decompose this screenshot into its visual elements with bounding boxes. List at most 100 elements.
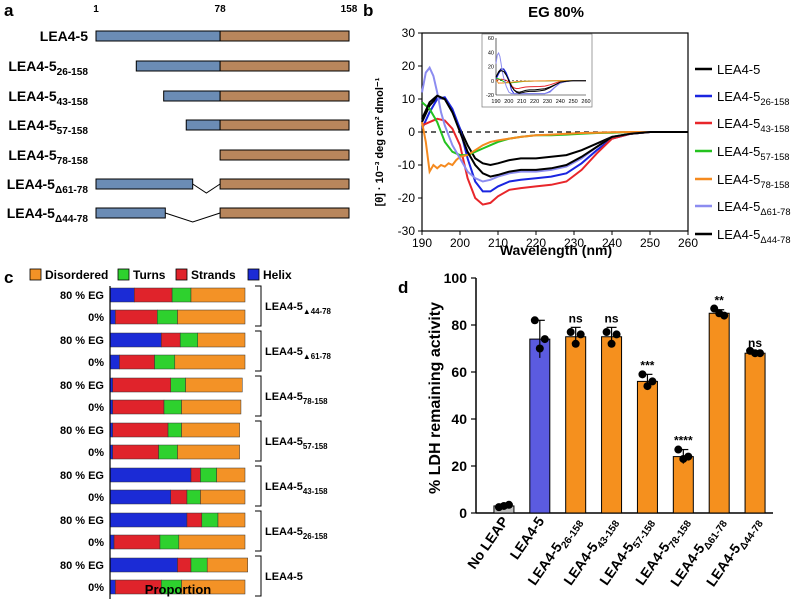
- construct-row: LEA4-526-158: [8, 58, 350, 78]
- legend-label-main: LEA4-5: [717, 144, 760, 159]
- strands-segment: [113, 534, 161, 550]
- data-point: [710, 304, 719, 313]
- strands-segment: [161, 332, 181, 348]
- row-label: 80 % EG: [60, 470, 104, 482]
- cd-series-line: [421, 94, 688, 178]
- disordered-segment: [181, 399, 242, 415]
- strands-segment: [112, 377, 171, 393]
- helix-segment: [109, 512, 188, 528]
- group-label: LEA4-543-158: [265, 481, 328, 496]
- data-point: [602, 328, 611, 337]
- group-label: LEA4-557-158: [265, 436, 328, 451]
- disordered-segment: [197, 332, 246, 348]
- cd-series-line: [421, 96, 688, 193]
- strands-segment: [112, 399, 165, 415]
- strands-segment: [112, 444, 159, 460]
- inset-x-tick-label: 250: [569, 99, 578, 105]
- legend-label-main: LEA4-5: [717, 227, 760, 242]
- group-bracket: [255, 465, 262, 507]
- n-terminal-domain: [163, 90, 221, 102]
- row-label: 0%: [88, 492, 104, 504]
- c-terminal-domain: [219, 119, 350, 131]
- significance-label: ns: [569, 311, 583, 325]
- c-terminal-domain: [219, 207, 350, 219]
- x-tick-label: 220: [526, 236, 546, 250]
- ldh-bar: [672, 456, 694, 514]
- group-label: LEA4-578-158: [265, 391, 328, 406]
- legend-label: Helix: [263, 268, 292, 282]
- legend-label-sub: 78-158: [760, 180, 789, 190]
- y-tick-label: 10: [402, 92, 416, 106]
- structure-group: 80 % EG 0% LEA4-5▲44-78: [60, 285, 332, 327]
- inset-x-tick-label: 260: [581, 99, 590, 105]
- cd-chart-legend: LEA4-5LEA4-526-158LEA4-543-158LEA4-557-1…: [695, 62, 791, 245]
- n-terminal-domain: [95, 207, 166, 219]
- legend-label-sub: Δ44-78: [760, 235, 790, 245]
- legend-label-main: LEA4-5: [717, 199, 760, 214]
- legend-label-main: LEA4-5: [717, 62, 760, 77]
- disordered-segment: [174, 354, 246, 370]
- group-label-sub: 57-158: [303, 442, 328, 451]
- panel-label-c: c: [4, 268, 13, 287]
- construct-label: LEA4-5Δ61-78: [7, 176, 89, 196]
- construct-label-main: LEA4-5: [8, 117, 56, 133]
- structure-group: 80 % EG 0% LEA4-557-158: [60, 420, 328, 462]
- turns-segment: [170, 377, 186, 393]
- cd-chart-xlabel: Wavelength (nm): [500, 242, 612, 258]
- c-terminal-domain: [219, 90, 350, 102]
- row-label: 0%: [88, 537, 104, 549]
- group-label-main: LEA4-5: [265, 571, 303, 583]
- group-label: LEA4-5: [265, 571, 303, 583]
- panel-b: b EG 80% 190 200 210 220 230 240 250 260-30-20-…: [363, 1, 791, 258]
- data-point: [504, 500, 513, 509]
- disordered-segment: [181, 422, 240, 438]
- data-point: [530, 316, 539, 325]
- structure-x-axis: 0.00.51.0: [109, 286, 111, 599]
- legend-label-main: LEA4-5: [717, 116, 760, 131]
- construct-label: LEA4-578-158: [8, 147, 88, 167]
- construct-row: LEA4-543-158: [8, 88, 350, 108]
- legend-label-sub: 26-158: [760, 97, 789, 107]
- group-bracket: [255, 375, 262, 417]
- legend-label: Strands: [191, 268, 236, 282]
- inset-series-line: [495, 79, 586, 84]
- n-terminal-domain: [95, 178, 194, 190]
- disordered-segment: [178, 534, 246, 550]
- helix-segment: [109, 534, 115, 550]
- c-terminal-domain: [219, 30, 350, 42]
- disordered-segment: [200, 489, 246, 505]
- y-tick-label: 80: [451, 317, 467, 333]
- structure-xlabel: Proportion: [145, 582, 211, 597]
- data-point: [674, 445, 683, 454]
- structure-group: 80 % EG 0% LEA4-578-158: [60, 375, 328, 417]
- legend-label: LEA4-5Δ61-78: [717, 199, 791, 217]
- turns-segment: [200, 467, 217, 483]
- group-label-main: LEA4-5: [265, 301, 303, 313]
- data-point: [643, 382, 652, 391]
- disordered-segment: [217, 512, 246, 528]
- y-tick-label: 30: [402, 26, 416, 40]
- x-tick-label: 260: [678, 236, 698, 250]
- disordered-segment: [181, 579, 246, 595]
- cd-chart-inset: 190 200 210 220 230 240 250 260 -20 0 20 40 60: [481, 33, 593, 108]
- construct-label: LEA4-5: [40, 28, 88, 44]
- row-label: 0%: [88, 402, 104, 414]
- y-tick-label: -10: [398, 158, 416, 172]
- data-point: [535, 344, 544, 353]
- x-tick-label: 210: [488, 236, 508, 250]
- ldh-chart-ylabel: % LDH remaining activity: [427, 302, 444, 494]
- data-point: [571, 339, 580, 348]
- x-category-label-main: No LEAP: [464, 514, 511, 572]
- row-label: 80 % EG: [60, 425, 104, 437]
- ldh-bar: [636, 380, 658, 514]
- y-tick-label: 20: [451, 458, 467, 474]
- construct-label: LEA4-557-158: [8, 117, 88, 137]
- construct-label-main: LEA4-5: [7, 176, 55, 192]
- strands-segment: [186, 512, 203, 528]
- x-tick-label: 230: [564, 236, 584, 250]
- n-terminal-domain: [135, 60, 221, 72]
- x-tick-label: 240: [602, 236, 622, 250]
- data-point: [607, 339, 616, 348]
- scale-tick-label: 1: [93, 4, 99, 15]
- group-label-sub: ▲61-78: [303, 352, 332, 361]
